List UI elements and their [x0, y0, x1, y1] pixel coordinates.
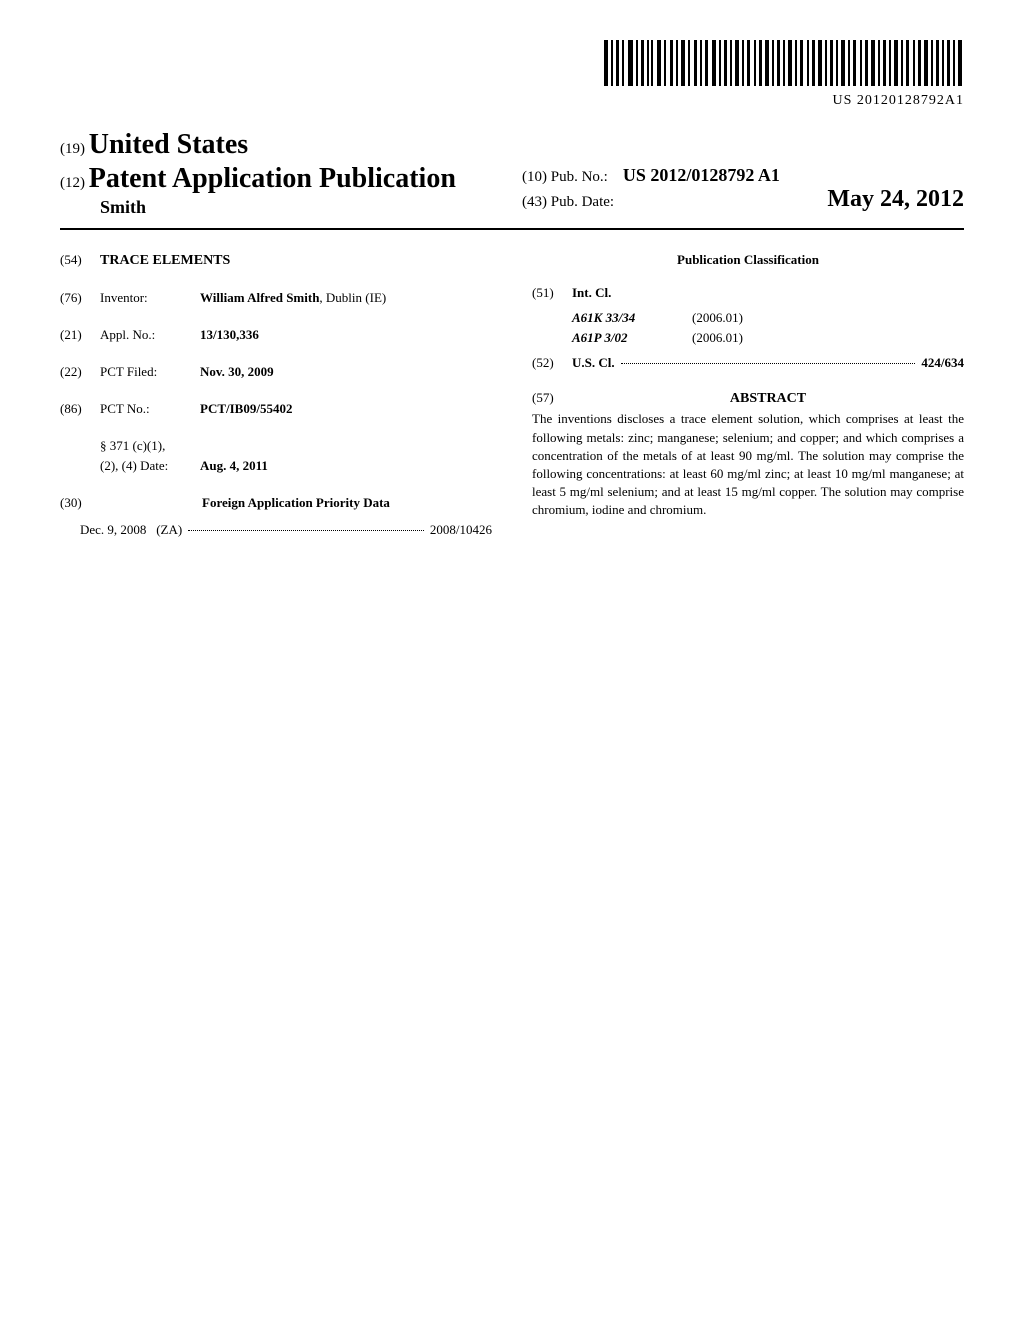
header-row: (19) United States (12) Patent Applicati… — [60, 129, 964, 218]
pub-no-line: (10) Pub. No.: US 2012/0128792 A1 — [522, 165, 964, 186]
left-column: (54) TRACE ELEMENTS (76) Inventor: Willi… — [60, 250, 492, 541]
code-51: (51) — [532, 283, 572, 304]
priority-dots — [188, 530, 424, 531]
s371-value: Aug. 4, 2011 — [200, 456, 268, 477]
country-name: United States — [89, 129, 248, 160]
int-cl-key-1: A61P 3/02 — [572, 328, 692, 349]
pct-no-label: PCT No.: — [100, 399, 200, 420]
priority-country: (ZA) — [156, 520, 182, 541]
priority-date: Dec. 9, 2008 — [80, 520, 146, 541]
s371-block: § 371 (c)(1), (2), (4) Date: Aug. 4, 201… — [100, 436, 492, 478]
code-52: (52) — [532, 353, 572, 374]
right-header: (10) Pub. No.: US 2012/0128792 A1 (43) P… — [502, 129, 964, 213]
inventor-location: , Dublin (IE) — [319, 290, 386, 305]
code-86: (86) — [60, 399, 100, 420]
int-cl-key-0: A61K 33/34 — [572, 308, 692, 329]
pct-filed-row: (22) PCT Filed: Nov. 30, 2009 — [60, 362, 492, 383]
inventor-row: (76) Inventor: William Alfred Smith, Dub… — [60, 288, 492, 309]
s371-line2-row: (2), (4) Date: Aug. 4, 2011 — [100, 456, 492, 477]
code-57: (57) — [532, 388, 572, 409]
inventor-value: William Alfred Smith, Dublin (IE) — [200, 288, 492, 309]
us-cl-dots — [621, 363, 916, 364]
pub-date-label-group: (43) Pub. Date: — [522, 194, 614, 211]
right-column: Publication Classification (51) Int. Cl.… — [532, 250, 964, 541]
country-line: (19) United States — [60, 129, 502, 161]
int-cl-val-1: (2006.01) — [692, 328, 964, 349]
code-10: (10) — [522, 169, 547, 185]
abstract-header: ABSTRACT — [572, 388, 964, 410]
classification-header: Publication Classification — [532, 250, 964, 271]
foreign-row: (30) Foreign Application Priority Data — [60, 493, 492, 514]
int-cl-item-1: A61P 3/02 (2006.01) — [572, 328, 964, 349]
code-21: (21) — [60, 325, 100, 346]
int-cl-val-0: (2006.01) — [692, 308, 964, 329]
us-cl-label: U.S. Cl. — [572, 353, 615, 374]
pct-no-value: PCT/IB09/55402 — [200, 399, 492, 420]
inventor-label: Inventor: — [100, 288, 200, 309]
appl-no-row: (21) Appl. No.: 13/130,336 — [60, 325, 492, 346]
pub-type: Patent Application Publication — [89, 163, 456, 194]
int-cl-label: Int. Cl. — [572, 283, 611, 304]
pub-date-line: (43) Pub. Date: May 24, 2012 — [522, 186, 964, 213]
foreign-header: Foreign Application Priority Data — [100, 493, 492, 514]
left-header: (19) United States (12) Patent Applicati… — [60, 129, 502, 218]
code-22: (22) — [60, 362, 100, 383]
us-cl-row: (52) U.S. Cl. 424/634 — [532, 353, 964, 374]
pub-no-label: Pub. No.: — [551, 169, 608, 185]
invention-title: TRACE ELEMENTS — [100, 250, 230, 272]
int-cl-item-0: A61K 33/34 (2006.01) — [572, 308, 964, 329]
title-row: (54) TRACE ELEMENTS — [60, 250, 492, 272]
pub-type-line: (12) Patent Application Publication — [60, 163, 502, 195]
us-cl-value: 424/634 — [921, 353, 964, 374]
pct-no-row: (86) PCT No.: PCT/IB09/55402 — [60, 399, 492, 420]
barcode-image — [604, 40, 964, 86]
int-cl-row: (51) Int. Cl. — [532, 283, 964, 304]
pct-filed-label: PCT Filed: — [100, 362, 200, 383]
divider — [60, 228, 964, 230]
code-43: (43) — [522, 194, 547, 210]
pub-no: US 2012/0128792 A1 — [623, 165, 780, 185]
barcode-text: US 20120128792A1 — [60, 93, 964, 109]
appl-no-label: Appl. No.: — [100, 325, 200, 346]
priority-row: Dec. 9, 2008 (ZA) 2008/10426 — [80, 520, 492, 541]
inventor-surname: Smith — [100, 197, 502, 218]
code-12: (12) — [60, 175, 85, 191]
code-19: (19) — [60, 141, 85, 157]
code-54: (54) — [60, 250, 100, 272]
code-30: (30) — [60, 493, 100, 514]
abstract-header-row: (57) ABSTRACT — [532, 388, 964, 410]
code-76: (76) — [60, 288, 100, 309]
s371-line2-label: (2), (4) Date: — [100, 456, 200, 477]
body-columns: (54) TRACE ELEMENTS (76) Inventor: Willi… — [60, 250, 964, 541]
s371-line1: § 371 (c)(1), — [100, 436, 492, 457]
abstract-body: The inventions discloses a trace element… — [532, 410, 964, 519]
inventor-name: William Alfred Smith — [200, 290, 319, 305]
appl-no-value: 13/130,336 — [200, 325, 492, 346]
barcode-section: US 20120128792A1 — [60, 40, 964, 109]
pub-date: May 24, 2012 — [827, 186, 964, 213]
pct-filed-value: Nov. 30, 2009 — [200, 362, 492, 383]
priority-number: 2008/10426 — [430, 520, 492, 541]
pub-date-label: Pub. Date: — [551, 194, 614, 210]
